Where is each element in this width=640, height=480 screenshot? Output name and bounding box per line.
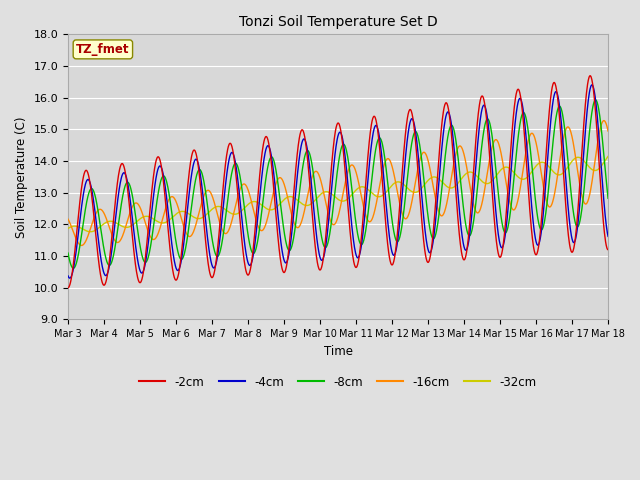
Legend: -2cm, -4cm, -8cm, -16cm, -32cm: -2cm, -4cm, -8cm, -16cm, -32cm	[134, 371, 541, 393]
-16cm	[78, 242, 86, 248]
-8cm	[315, 212, 323, 218]
-4cm	[64, 273, 72, 279]
-32cm	[86, 229, 94, 235]
X-axis label: Time: Time	[324, 345, 353, 358]
-8cm	[591, 97, 599, 103]
-2cm	[293, 152, 301, 158]
-32cm	[604, 154, 612, 159]
-16cm	[294, 225, 301, 230]
-16cm	[604, 128, 612, 134]
-32cm	[315, 193, 323, 199]
Line: -16cm: -16cm	[68, 120, 608, 245]
-32cm	[305, 202, 312, 208]
-4cm	[604, 233, 612, 239]
-8cm	[64, 250, 72, 256]
-2cm	[64, 285, 72, 290]
Line: -32cm: -32cm	[68, 156, 608, 232]
-2cm	[106, 254, 114, 260]
-16cm	[64, 216, 72, 222]
-2cm	[586, 73, 594, 79]
-4cm	[372, 122, 380, 128]
-4cm	[294, 171, 301, 177]
-4cm	[106, 259, 114, 264]
-32cm	[372, 193, 380, 199]
-32cm	[294, 197, 301, 203]
Line: -4cm: -4cm	[68, 85, 608, 278]
-2cm	[128, 228, 136, 233]
Y-axis label: Soil Temperature (C): Soil Temperature (C)	[15, 116, 28, 238]
Line: -8cm: -8cm	[68, 100, 608, 268]
-16cm	[600, 118, 607, 123]
-2cm	[314, 263, 322, 269]
-4cm	[305, 156, 312, 162]
Line: -2cm: -2cm	[68, 76, 608, 288]
-32cm	[64, 226, 72, 231]
Title: Tonzi Soil Temperature Set D: Tonzi Soil Temperature Set D	[239, 15, 437, 29]
-4cm	[66, 275, 74, 281]
-8cm	[70, 265, 77, 271]
-8cm	[372, 146, 380, 152]
-8cm	[106, 262, 114, 268]
-32cm	[128, 223, 136, 228]
-32cm	[106, 218, 114, 224]
-16cm	[305, 188, 312, 193]
-8cm	[128, 192, 136, 197]
-2cm	[305, 164, 312, 170]
-8cm	[305, 149, 312, 155]
-4cm	[315, 247, 323, 252]
-4cm	[128, 214, 136, 219]
-16cm	[128, 204, 136, 210]
-16cm	[315, 171, 323, 177]
Text: TZ_fmet: TZ_fmet	[76, 43, 130, 56]
-16cm	[106, 227, 114, 233]
-4cm	[588, 82, 596, 88]
-2cm	[371, 115, 379, 121]
-8cm	[604, 195, 612, 201]
-16cm	[372, 204, 380, 209]
-2cm	[604, 247, 612, 252]
-8cm	[294, 206, 301, 212]
